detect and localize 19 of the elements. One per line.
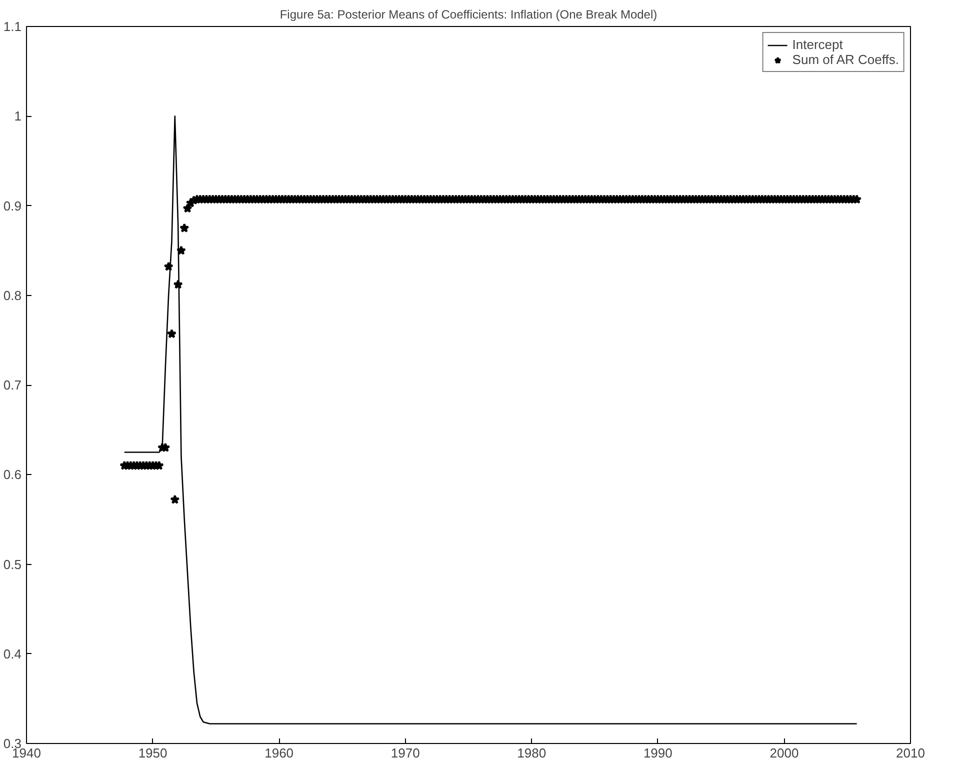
y-tick-label: 0.7 (3, 378, 22, 392)
y-tick-label: 1.1 (3, 19, 22, 34)
y-tick-label: 0.5 (3, 556, 22, 572)
x-tick-label: 2000 (770, 746, 799, 760)
x-tick-label: 1950 (138, 746, 168, 760)
y-tick-label: 0.9 (3, 198, 22, 214)
x-tick-label: 1980 (517, 746, 546, 760)
legend-label: Intercept (792, 37, 843, 52)
x-tick-label: 1960 (264, 746, 294, 760)
y-tick-label: 0.8 (3, 288, 22, 303)
line-series (124, 115, 858, 724)
chart-title: Figure 5a: Posterior Means of Coefficients: Inflation (One Break Model) (280, 8, 658, 22)
y-tick-label: 0.4 (3, 646, 22, 662)
y-tick-label: 1 (14, 108, 22, 124)
y-tick-label: 0.6 (3, 467, 22, 482)
x-tick-label: 2010 (896, 746, 925, 760)
x-tick-label: 1970 (390, 746, 420, 760)
x-tick-label: 1990 (643, 746, 672, 760)
legend-label: Sum of AR Coeffs. (792, 52, 899, 67)
